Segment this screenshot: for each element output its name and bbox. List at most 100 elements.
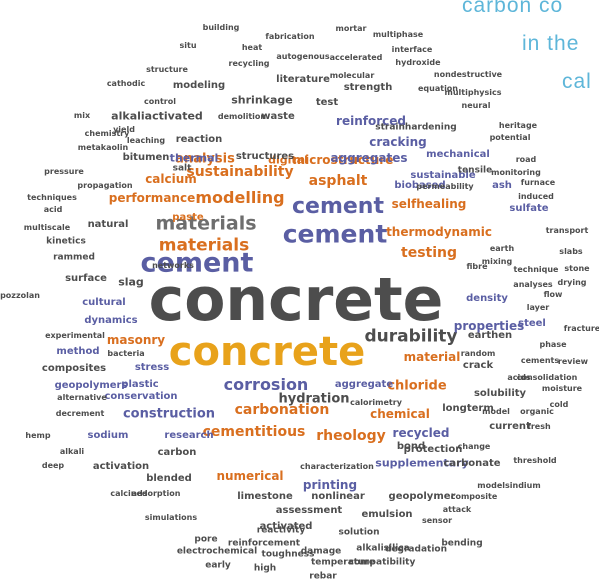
- word-layer: layer: [526, 303, 550, 312]
- word-simulations: simulations: [144, 513, 198, 522]
- word-rammed: rammed: [53, 252, 95, 263]
- word-review: review: [557, 357, 589, 366]
- word-threshold: threshold: [513, 456, 557, 465]
- word-fabrication: fabrication: [265, 32, 315, 41]
- word-experimental: experimental: [45, 331, 105, 340]
- word-sustainability: sustainability: [186, 164, 294, 180]
- word-calcined: calcined: [110, 489, 148, 498]
- word-molecular: molecular: [329, 71, 375, 80]
- word-change: change: [457, 442, 491, 451]
- word-attack: attack: [442, 505, 472, 514]
- word-technique: technique: [513, 265, 559, 274]
- word-fibre: fibre: [466, 262, 488, 271]
- word-geopolymers: geopolymers: [54, 380, 128, 391]
- word-waste: waste: [261, 111, 295, 122]
- word-aggregate: aggregate: [334, 379, 394, 390]
- word-geopolymer: geopolymer: [388, 491, 456, 502]
- word-drying: drying: [557, 278, 587, 287]
- word-road: road: [515, 155, 537, 164]
- word-construction: construction: [122, 406, 216, 422]
- word-stress: stress: [134, 362, 170, 373]
- word-rebar: rebar: [309, 571, 337, 582]
- word-paste: paste: [172, 212, 204, 223]
- word-acids: acids: [507, 373, 531, 382]
- word-cement: cement: [282, 219, 388, 249]
- word-damage: damage: [300, 546, 342, 557]
- word-microstructure: microstructure: [292, 153, 394, 167]
- word-current: current: [489, 421, 531, 432]
- word-properties: properties: [453, 319, 525, 333]
- word-material: material: [403, 350, 461, 364]
- word-structures: structures: [235, 151, 295, 162]
- word-heat: heat: [241, 43, 263, 52]
- word-steel: steel: [518, 318, 546, 329]
- word-modelling: modelling: [195, 188, 285, 207]
- word-slabs: slabs: [559, 247, 583, 256]
- word-potential: potential: [489, 133, 531, 142]
- word-accelerated: accelerated: [329, 53, 383, 62]
- word-test: test: [315, 97, 339, 108]
- caption-line-2: in the: [522, 32, 580, 55]
- word-natural: natural: [87, 219, 129, 230]
- word-sulfate: sulfate: [509, 203, 549, 214]
- word-modeling: modeling: [172, 80, 226, 91]
- word-control: control: [144, 97, 176, 106]
- word-sensor: sensor: [421, 516, 453, 525]
- word-phase: phase: [539, 340, 567, 349]
- word-earthen: earthen: [467, 330, 513, 341]
- word-cathodic: cathodic: [106, 79, 146, 88]
- word-nondestructive: nondestructive: [433, 70, 503, 79]
- word-recycling: recycling: [228, 59, 270, 68]
- word-structure: structure: [146, 65, 188, 74]
- word-modelsindium: modelsindium: [477, 481, 541, 490]
- word-induced: induced: [518, 192, 554, 201]
- word-toughness: toughness: [261, 549, 315, 560]
- word-cement: cement: [140, 247, 254, 279]
- word-bacteria: bacteria: [107, 349, 145, 358]
- word-earth: earth: [489, 244, 515, 253]
- word-mix: mix: [73, 111, 91, 120]
- word-limestone: limestone: [237, 491, 293, 502]
- word-aggregates: aggregates: [330, 151, 408, 165]
- word-chemical: chemical: [370, 407, 430, 421]
- caption-line-3: cal: [562, 70, 592, 93]
- word-demolition: demolition: [217, 112, 267, 121]
- word-transport: transport: [545, 226, 589, 235]
- word-cultural: cultural: [82, 297, 126, 308]
- word-pore: pore: [194, 534, 218, 545]
- word-acid: acid: [43, 205, 63, 214]
- word-emulsion: emulsion: [361, 509, 413, 520]
- word-chloride: chloride: [387, 378, 447, 394]
- word-solution: solution: [338, 527, 380, 538]
- word-calcium: calcium: [145, 172, 197, 186]
- word-selfhealing: selfhealing: [391, 197, 467, 211]
- word-asphalt: asphalt: [308, 173, 368, 189]
- word-carbonate: carbonate: [443, 458, 501, 469]
- word-building: building: [202, 23, 240, 32]
- word-techniques: techniques: [27, 193, 77, 202]
- word-crack: crack: [462, 360, 494, 371]
- word-calorimetry: calorimetry: [350, 398, 402, 407]
- word-supplementary: supplementary: [375, 456, 469, 470]
- word-heritage: heritage: [498, 121, 538, 130]
- word-furnace: furnace: [520, 178, 556, 187]
- word-nonlinear: nonlinear: [311, 491, 365, 502]
- word-reactivity: reactivity: [256, 525, 306, 536]
- word-reaction: reaction: [175, 134, 223, 145]
- word-pozzolan: pozzolan: [0, 291, 40, 300]
- word-biobased: biobased: [394, 180, 446, 191]
- word-networks: networks: [152, 261, 194, 270]
- word-assessment: assessment: [275, 505, 343, 516]
- word-performance: performance: [108, 191, 196, 205]
- word-thermal: thermal: [169, 151, 219, 165]
- word-ash: ash: [492, 180, 512, 191]
- word-reinforced: reinforced: [336, 114, 406, 128]
- word-slag: slag: [118, 275, 144, 289]
- word-composite: composite: [450, 492, 498, 501]
- word-analyses: analyses: [513, 280, 553, 289]
- word-numerical: numerical: [216, 469, 284, 483]
- word-equation: equation: [417, 84, 459, 93]
- word-dynamics: dynamics: [84, 315, 138, 326]
- word-composites: composites: [41, 363, 107, 374]
